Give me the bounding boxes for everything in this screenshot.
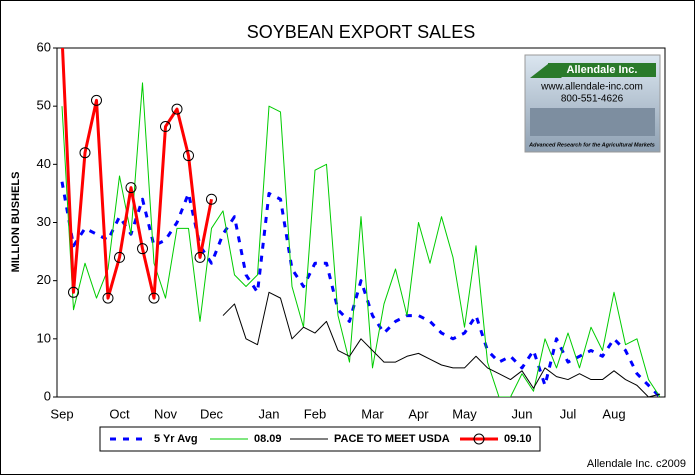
logo-url: www.allendale-inc.com: [540, 82, 643, 93]
logo-name: Allendale Inc.: [567, 64, 638, 76]
x-tick-label: Dec: [200, 406, 224, 421]
x-tick-label: Jan: [259, 406, 280, 421]
y-tick-label: 50: [37, 98, 51, 113]
x-tick-label: Aug: [602, 406, 625, 421]
chart-title: SOYBEAN EXPORT SALES: [247, 22, 475, 42]
footer: Allendale Inc. c2009: [587, 458, 686, 470]
legend-label: 5 Yr Avg: [154, 433, 198, 445]
y-axis-label: MILLION BUSHELS: [10, 172, 22, 273]
y-tick-label: 10: [37, 330, 51, 345]
logo-phone: 800-551-4626: [561, 94, 624, 105]
legend-label: 09.10: [504, 433, 532, 445]
chart: SOYBEAN EXPORT SALES MILLION BUSHELS All…: [0, 0, 695, 475]
legend-label: PACE TO MEET USDA: [334, 433, 450, 445]
x-tick-label: Jul: [560, 406, 577, 421]
x-tick-label: Mar: [361, 406, 384, 421]
y-tick-label: 30: [37, 214, 51, 229]
legend-label: 08.09: [254, 433, 282, 445]
y-tick-label: 60: [37, 39, 51, 54]
x-tick-label: Oct: [109, 406, 130, 421]
logo-tagline: Advanced Research for the Agricultural M…: [528, 142, 655, 148]
x-tick-label: Jun: [512, 406, 533, 421]
logo: Allendale Inc. www.allendale-inc.com 800…: [525, 55, 660, 152]
x-tick-label: Nov: [154, 406, 178, 421]
x-tick-label: Apr: [408, 406, 429, 421]
logo-photo: [530, 108, 655, 136]
y-tick-label: 20: [37, 272, 51, 287]
y-tick-label: 40: [37, 156, 51, 171]
x-tick-label: Sep: [50, 406, 73, 421]
x-tick-label: May: [452, 406, 477, 421]
y-tick-label: 0: [44, 388, 51, 403]
x-tick-label: Feb: [304, 406, 326, 421]
